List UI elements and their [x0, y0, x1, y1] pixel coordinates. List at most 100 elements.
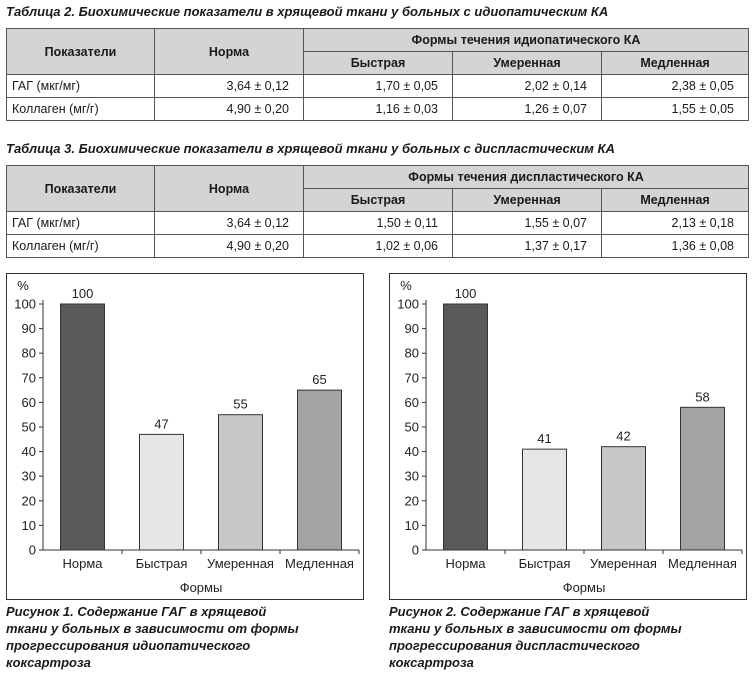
chart1-y-label: % — [17, 278, 29, 293]
chart2-x-tick-label: Умеренная — [590, 556, 657, 571]
chart1-y-tick-label: 60 — [22, 395, 36, 410]
chart1-svg: 0 10 20 30 40 50 60 70 80 90 100% 100 Норма 47 Быстрая… — [14, 278, 360, 595]
chart2-y-tick-label: 70 — [405, 370, 419, 385]
table2-cell-fast: 1,70 ± 0,05 — [303, 74, 453, 98]
chart1-x-tick-label: Быстрая — [136, 556, 188, 571]
chart1-data-label: 47 — [154, 416, 168, 431]
chart1-bar — [297, 389, 342, 551]
table2-header-fast: Быстрая — [303, 51, 453, 75]
chart1-y-tick-label: 50 — [22, 420, 36, 435]
chart1-bar — [139, 433, 184, 551]
chart1-bar — [60, 303, 105, 551]
table2-cell-fast: 1,16 ± 0,03 — [303, 97, 453, 121]
table3-cell-slow: 1,36 ± 0,08 — [600, 234, 750, 258]
table3-cell-moderate: 1,55 ± 0,07 — [452, 211, 602, 235]
chart2-data-label: 100 — [455, 286, 477, 301]
chart2-bar — [443, 303, 488, 551]
chart2-y-tick-label: 90 — [405, 321, 419, 336]
chart2-x-label: Формы — [563, 580, 606, 595]
table2-header-moderate: Умеренная — [452, 51, 602, 75]
chart2-data-label: 58 — [695, 389, 709, 404]
chart2-y-tick-label: 80 — [405, 346, 419, 361]
figure2-caption-line: Рисунок 2. Содержание ГАГ в хрящевой — [389, 604, 650, 619]
table3-header-fast: Быстрая — [303, 188, 453, 212]
chart1-x-tick-label: Медленная — [285, 556, 354, 571]
table2-row-label: Коллаген (мг/г) — [6, 97, 155, 121]
chart2-data-label: 42 — [616, 429, 630, 444]
table2-cell-norm: 4,90 ± 0,20 — [154, 97, 304, 121]
chart1-y-tick-label: 40 — [22, 444, 36, 459]
table2-row-label: ГАГ (мкг/мг) — [6, 74, 155, 98]
chart2-x-tick-label: Быстрая — [519, 556, 571, 571]
chart1-y-tick-label: 70 — [22, 370, 36, 385]
table2-header-row: Показатели Норма Формы течения идиопатич… — [6, 28, 749, 75]
figure2-caption-line: ткани у больных в зависимости от формы — [389, 621, 682, 636]
chart1-y-tick-label: 0 — [29, 543, 36, 558]
table3-cell-fast: 1,02 ± 0,06 — [303, 234, 453, 258]
table3-cell-norm: 3,64 ± 0,12 — [154, 211, 304, 235]
chart2-y-label: % — [400, 278, 412, 293]
chart1-y-tick-label: 10 — [22, 518, 36, 533]
table2-cell-moderate: 2,02 ± 0,14 — [452, 74, 602, 98]
table2-cell-moderate: 1,26 ± 0,07 — [452, 97, 602, 121]
chart2-y-tick-label: 50 — [405, 420, 419, 435]
table2-cell-norm: 3,64 ± 0,12 — [154, 74, 304, 98]
chart1-y-tick-label: 20 — [22, 493, 36, 508]
table3-cell-norm: 4,90 ± 0,20 — [154, 234, 304, 258]
figure2-caption: Рисунок 2. Содержание ГАГ в хрящевой тка… — [389, 603, 729, 671]
chart1-data-label: 65 — [312, 372, 326, 387]
figure1-caption-line: Рисунок 1. Содержание ГАГ в хрящевой — [6, 604, 267, 619]
chart2-x-tick-label: Медленная — [668, 556, 737, 571]
table2-cell-slow: 2,38 ± 0,05 — [601, 74, 749, 98]
table-row: ГАГ (мкг/мг) 3,64 ± 0,12 1,50 ± 0,11 1,5… — [6, 211, 750, 235]
chart2-data-label: 41 — [537, 431, 551, 446]
table3-cell-moderate: 1,37 ± 0,17 — [452, 234, 602, 258]
chart2-bar — [680, 406, 725, 551]
figure1-caption-line: коксартроза — [6, 655, 91, 670]
chart2-y-tick-label: 40 — [405, 444, 419, 459]
chart1-y-tick-label: 100 — [14, 297, 36, 312]
chart2-bar — [601, 446, 646, 551]
table2-caption: Таблица 2. Биохимические показатели в хр… — [6, 4, 609, 19]
chart2-y-tick-label: 30 — [405, 469, 419, 484]
figure2-caption-line: коксартроза — [389, 655, 474, 670]
chart2-svg: 0 10 20 30 40 50 60 70 80 90 100% 100 Норма 41 Быстрая… — [397, 278, 743, 595]
figure1-caption-line: прогрессирования идиопатического — [6, 638, 251, 653]
table2-header-indicator: Показатели — [6, 28, 155, 75]
table3-header-slow: Медленная — [600, 188, 750, 212]
table3-row-label: Коллаген (мг/г) — [6, 234, 155, 258]
table-row: ГАГ (мкг/мг) 3,64 ± 0,12 1,70 ± 0,05 2,0… — [6, 74, 749, 98]
table2: Показатели Норма Формы течения идиопатич… — [6, 28, 749, 121]
table3-cell-slow: 2,13 ± 0,18 — [600, 211, 750, 235]
chart1-y-tick-label: 80 — [22, 346, 36, 361]
table2-header-group: Формы течения идиопатического КА — [303, 28, 749, 52]
chart2-x-tick-label: Норма — [445, 556, 486, 571]
chart1-data-label: 100 — [72, 286, 94, 301]
table2-subheader-row: Быстрая Умеренная Медленная — [7, 51, 749, 75]
table3-caption: Таблица 3. Биохимические показатели в хр… — [6, 141, 615, 156]
table2-header-norm: Норма — [154, 28, 304, 75]
table3-header-indicator: Показатели — [6, 165, 155, 212]
table3-header-moderate: Умеренная — [452, 188, 602, 212]
table-row: Коллаген (мг/г) 4,90 ± 0,20 1,16 ± 0,03 … — [6, 97, 749, 121]
table3-header-row: Показатели Норма Формы течения диспласти… — [6, 165, 750, 212]
chart2-y-tick-label: 20 — [405, 493, 419, 508]
chart2-y-tick-label: 10 — [405, 518, 419, 533]
table3: Показатели Норма Формы течения диспласти… — [6, 165, 750, 258]
table3-row-label: ГАГ (мкг/мг) — [6, 211, 155, 235]
figure2-caption-line: прогрессирования диспластического — [389, 638, 640, 653]
figure1-chart: 0 10 20 30 40 50 60 70 80 90 100% 100 Норма 47 Быстрая… — [6, 273, 364, 600]
chart2-y-tick-label: 60 — [405, 395, 419, 410]
chart1-bar — [218, 414, 263, 551]
chart2-bar — [522, 448, 567, 551]
table2-cell-slow: 1,55 ± 0,05 — [601, 97, 749, 121]
chart2-y-tick-label: 0 — [412, 543, 419, 558]
table3-cell-fast: 1,50 ± 0,11 — [303, 211, 453, 235]
table3-header-group: Формы течения диспластического КА — [302, 165, 750, 189]
chart1-x-label: Формы — [180, 580, 223, 595]
figure1-caption-line: ткани у больных в зависимости от формы — [6, 621, 299, 636]
chart2-y-tick-label: 100 — [397, 297, 419, 312]
chart1-x-tick-label: Норма — [62, 556, 103, 571]
figure1-caption: Рисунок 1. Содержание ГАГ в хрящевой тка… — [6, 603, 346, 671]
figure2-chart: 0 10 20 30 40 50 60 70 80 90 100% 100 Норма 41 Быстрая… — [389, 273, 747, 600]
